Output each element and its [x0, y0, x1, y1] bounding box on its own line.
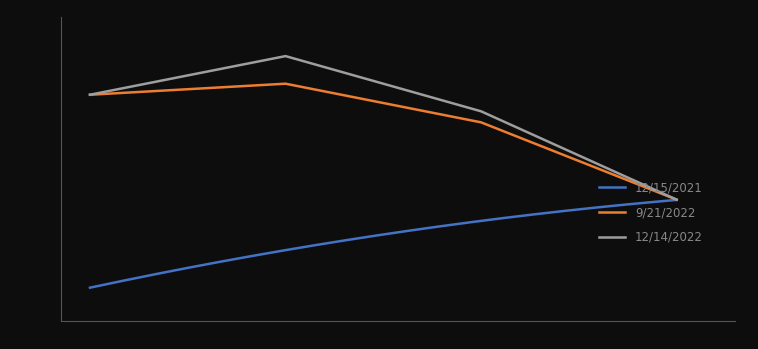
9/21/2022	[281, 82, 290, 86]
Line: 9/21/2022: 9/21/2022	[90, 84, 677, 200]
12/15/2021	[580, 207, 589, 211]
12/14/2022	[86, 92, 95, 97]
12/15/2021	[86, 285, 95, 290]
12/15/2021	[672, 198, 681, 202]
12/15/2021	[434, 224, 443, 229]
9/21/2022	[477, 120, 486, 125]
Line: 12/15/2021: 12/15/2021	[90, 200, 677, 288]
9/21/2022	[86, 92, 95, 97]
Line: 12/14/2022: 12/14/2022	[90, 56, 677, 200]
Legend: 12/15/2021, 9/21/2022, 12/14/2022: 12/15/2021, 9/21/2022, 12/14/2022	[600, 181, 703, 244]
12/14/2022	[672, 198, 681, 202]
12/15/2021	[617, 203, 626, 207]
12/14/2022	[477, 109, 486, 113]
12/15/2021	[433, 225, 442, 229]
12/15/2021	[87, 285, 96, 289]
9/21/2022	[672, 198, 681, 202]
12/15/2021	[444, 223, 453, 227]
12/14/2022	[281, 54, 290, 58]
